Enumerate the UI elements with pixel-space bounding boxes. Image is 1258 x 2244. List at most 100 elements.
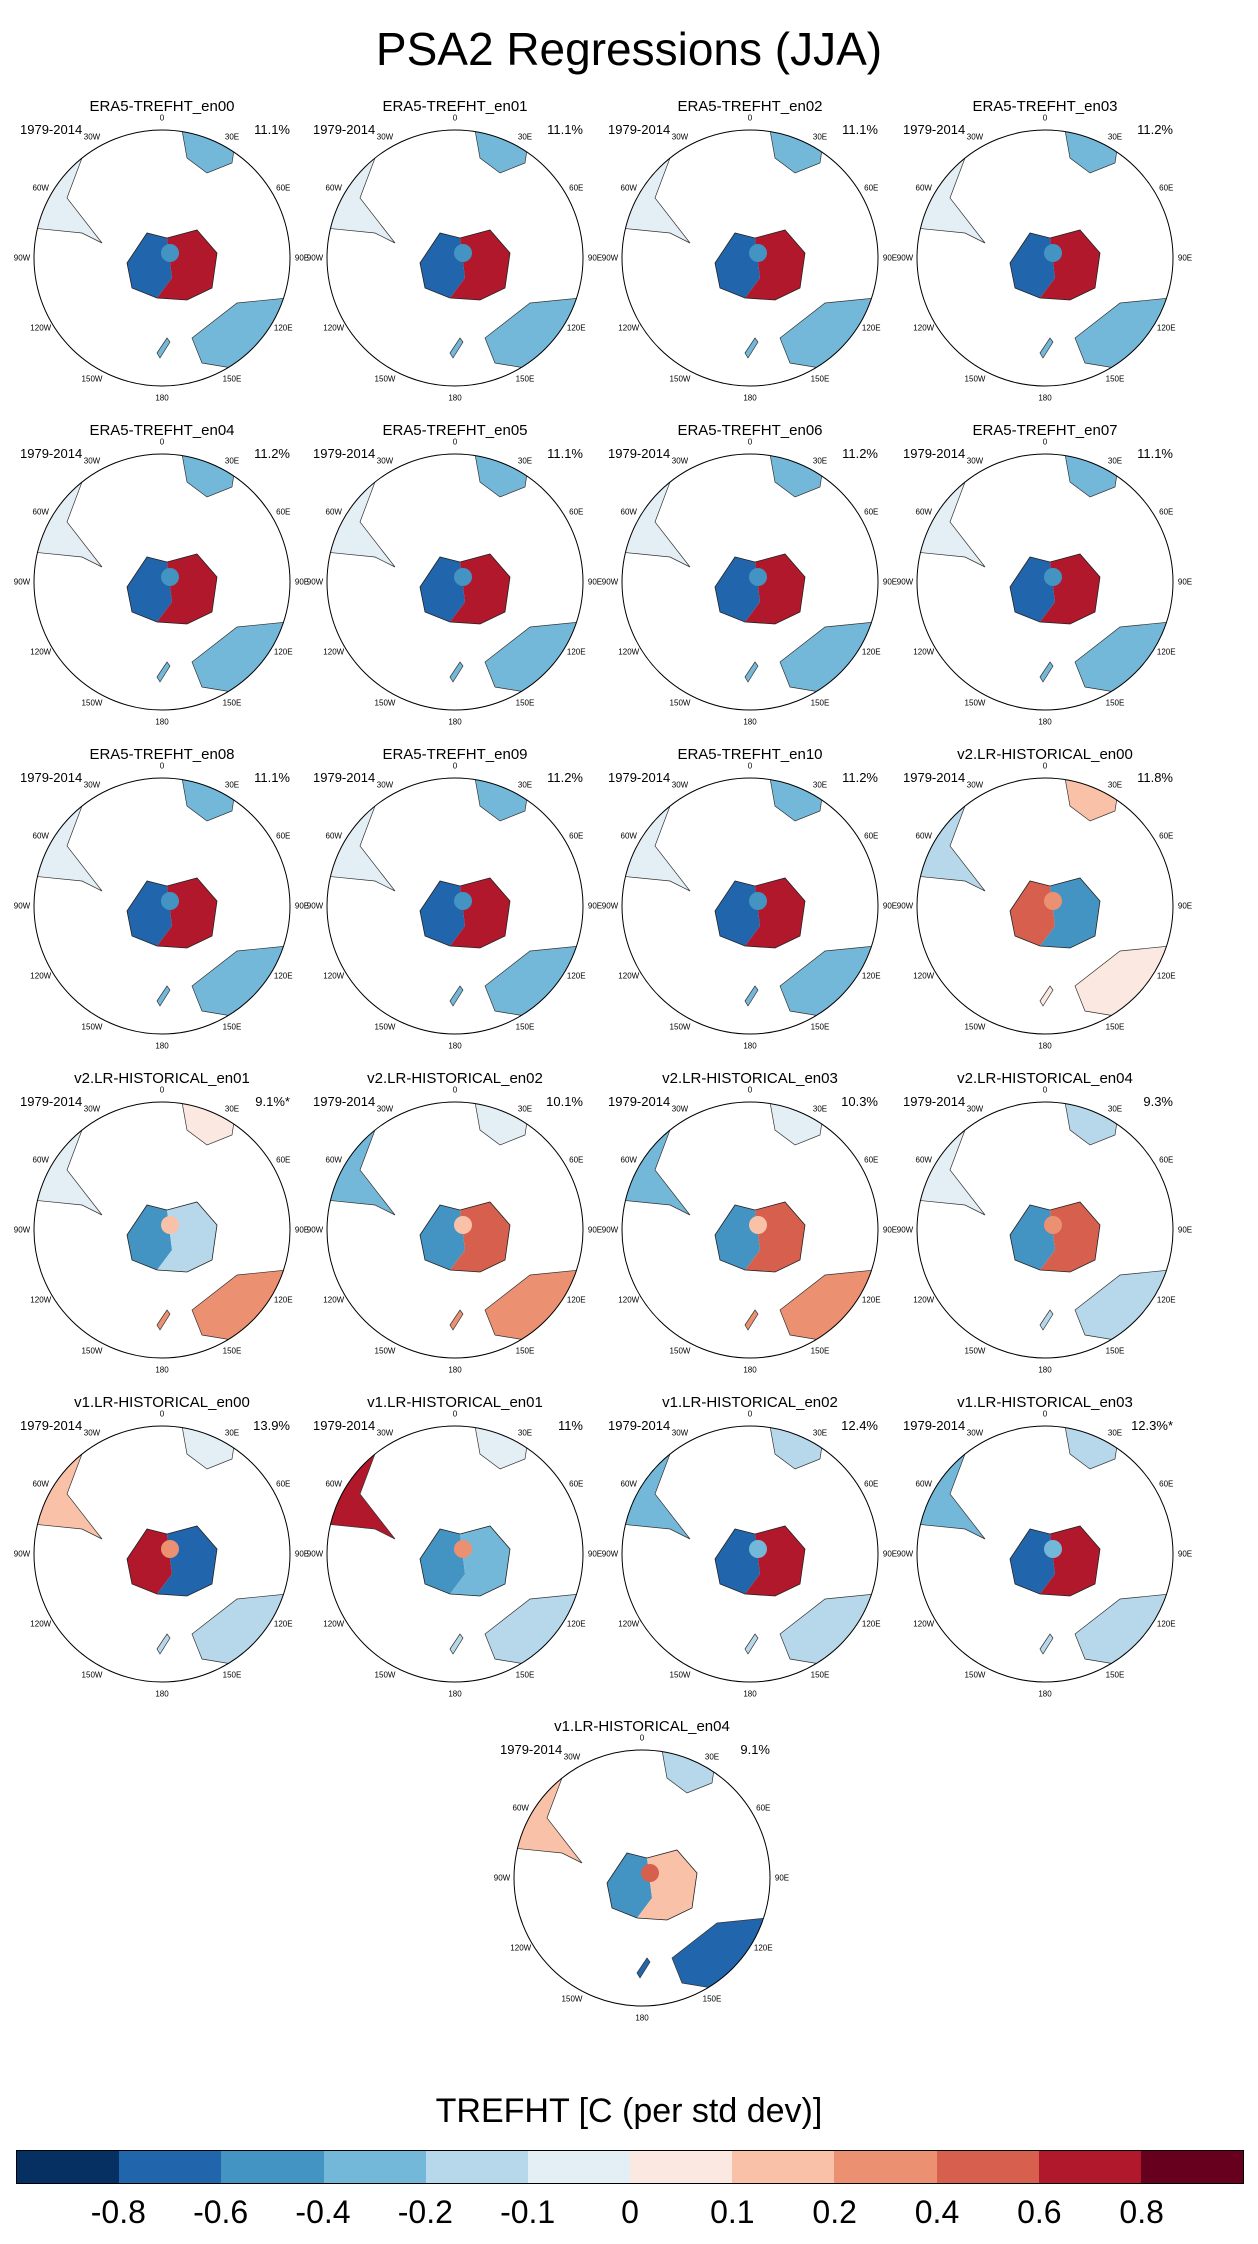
longitude-label: 60E bbox=[569, 1479, 584, 1489]
longitude-label: 120E bbox=[861, 1295, 881, 1305]
antarctica-anomaly-spot bbox=[1044, 892, 1062, 910]
longitude-label: 60E bbox=[756, 1803, 771, 1813]
longitude-label: 60E bbox=[569, 1155, 584, 1165]
antarctica-outline bbox=[126, 553, 218, 625]
longitude-label: 30W bbox=[376, 780, 394, 790]
panel-variance-percent: 13.9% bbox=[253, 1418, 290, 1433]
antarctica-anomaly-spot bbox=[1044, 1216, 1062, 1234]
longitude-label: 0 bbox=[747, 1409, 753, 1419]
longitude-label: 0 bbox=[1042, 1085, 1048, 1095]
antarctica-west-region bbox=[420, 881, 465, 946]
polar-stereographic-map bbox=[916, 1101, 1174, 1359]
longitude-label: 90W bbox=[601, 253, 619, 263]
new-zealand-region bbox=[1039, 1309, 1054, 1331]
new-zealand-region bbox=[744, 337, 759, 359]
map-panel: v2.LR-HISTORICAL_en04 1979-2014 9.3% 0 30E 60… bbox=[895, 1062, 1195, 1375]
map-boundary-circle bbox=[326, 1425, 584, 1683]
map-boundary-circle bbox=[33, 1101, 291, 1359]
antarctica-outline bbox=[419, 229, 511, 301]
longitude-label: 90E bbox=[587, 1549, 603, 1559]
map-panel: v2.LR-HISTORICAL_en03 1979-2014 10.3% 0 30E 6… bbox=[600, 1062, 900, 1375]
map-panel: ERA5-TREFHT_en07 1979-2014 11.1% 0 30E 60E 90E… bbox=[895, 414, 1195, 727]
panel-years-label: 1979-2014 bbox=[20, 770, 83, 785]
map-boundary-circle bbox=[326, 453, 584, 711]
longitude-label: 30E bbox=[517, 456, 533, 466]
longitude-label: 30W bbox=[671, 1428, 689, 1438]
polar-stereographic-map bbox=[513, 1749, 771, 2007]
panel-years-label: 1979-2014 bbox=[903, 446, 966, 461]
australia-region bbox=[484, 621, 581, 693]
longitude-label: 30W bbox=[671, 132, 689, 142]
panel-title: ERA5-TREFHT_en06 bbox=[677, 422, 823, 439]
longitude-label: 0 bbox=[747, 761, 753, 771]
panel-variance-percent: 12.3%* bbox=[1131, 1418, 1173, 1433]
panel-title: ERA5-TREFHT_en10 bbox=[677, 746, 823, 763]
longitude-label: 30W bbox=[671, 780, 689, 790]
map-panel: ERA5-TREFHT_en08 1979-2014 11.1% 0 30E 60E 90E… bbox=[12, 738, 312, 1051]
panel-title: v2.LR-HISTORICAL_en02 bbox=[367, 1070, 543, 1087]
longitude-label: 90W bbox=[306, 253, 324, 263]
longitude-label: 150E bbox=[1105, 1670, 1125, 1680]
antarctica-west-region bbox=[127, 881, 172, 946]
longitude-label: 90E bbox=[882, 901, 898, 911]
longitude-label: 150W bbox=[81, 374, 103, 384]
longitude-label: 60E bbox=[1159, 183, 1174, 193]
longitude-label: 150E bbox=[222, 698, 242, 708]
new-zealand-region bbox=[156, 1309, 171, 1331]
longitude-label: 90W bbox=[306, 1225, 324, 1235]
antarctica-anomaly-spot bbox=[454, 1540, 472, 1558]
colorbar-swatch bbox=[323, 2151, 426, 2183]
longitude-label: 90E bbox=[587, 1225, 603, 1235]
longitude-label: 150W bbox=[669, 1346, 691, 1356]
longitude-label: 90W bbox=[13, 253, 31, 263]
longitude-label: 150E bbox=[1105, 374, 1125, 384]
longitude-label: 30W bbox=[376, 132, 394, 142]
colorbar-tick-label: -0.6 bbox=[193, 2194, 249, 2230]
longitude-label: 150W bbox=[374, 1022, 396, 1032]
panel-years-label: 1979-2014 bbox=[903, 122, 966, 137]
longitude-label: 30W bbox=[376, 456, 394, 466]
new-zealand-region bbox=[156, 1633, 171, 1655]
new-zealand-region bbox=[449, 1633, 464, 1655]
longitude-label: 180 bbox=[1038, 393, 1052, 403]
map-panel: ERA5-TREFHT_en02 1979-2014 11.1% 0 30E 60E 90E… bbox=[600, 90, 900, 403]
longitude-label: 30E bbox=[224, 1104, 240, 1114]
panel-title: v1.LR-HISTORICAL_en02 bbox=[662, 1394, 838, 1411]
polar-stereographic-map bbox=[621, 129, 879, 387]
polar-stereographic-map bbox=[916, 1425, 1174, 1683]
longitude-label: 120W bbox=[913, 1619, 935, 1629]
longitude-label: 120E bbox=[1156, 1295, 1176, 1305]
longitude-label: 90W bbox=[896, 577, 914, 587]
map-panel: v2.LR-HISTORICAL_en02 1979-2014 10.1% 0 30E 6… bbox=[305, 1062, 605, 1375]
longitude-label: 0 bbox=[639, 1733, 645, 1743]
longitude-label: 180 bbox=[743, 1365, 757, 1375]
colorbar-tick-label: 0 bbox=[621, 2194, 639, 2230]
longitude-label: 180 bbox=[1038, 1689, 1052, 1699]
longitude-label: 30W bbox=[83, 132, 101, 142]
longitude-label: 60W bbox=[32, 1479, 49, 1489]
australia-region bbox=[779, 945, 876, 1017]
longitude-label: 120E bbox=[273, 1295, 293, 1305]
map-boundary-circle bbox=[326, 777, 584, 1035]
panel-variance-percent: 11.1% bbox=[842, 122, 878, 137]
longitude-label: 30W bbox=[966, 456, 984, 466]
colorbar-swatch bbox=[1140, 2151, 1244, 2183]
antarctica-outline bbox=[714, 877, 806, 949]
panel-variance-percent: 11.1% bbox=[1137, 446, 1173, 461]
longitude-label: 60W bbox=[32, 831, 49, 841]
new-zealand-region bbox=[1039, 337, 1054, 359]
longitude-label: 150W bbox=[669, 374, 691, 384]
polar-stereographic-map bbox=[916, 129, 1174, 387]
antarctica-outline bbox=[419, 1525, 511, 1597]
antarctica-anomaly-spot bbox=[1044, 568, 1062, 586]
australia-region bbox=[1074, 945, 1171, 1017]
panel-years-label: 1979-2014 bbox=[313, 1418, 376, 1433]
longitude-label: 30E bbox=[1107, 1428, 1123, 1438]
longitude-label: 60W bbox=[32, 183, 49, 193]
longitude-label: 180 bbox=[155, 393, 169, 403]
colorbar-swatch bbox=[1038, 2151, 1141, 2183]
longitude-label: 90E bbox=[1177, 1549, 1193, 1559]
longitude-label: 150E bbox=[515, 1346, 535, 1356]
longitude-label: 120W bbox=[30, 323, 52, 333]
longitude-label: 60W bbox=[915, 507, 932, 517]
